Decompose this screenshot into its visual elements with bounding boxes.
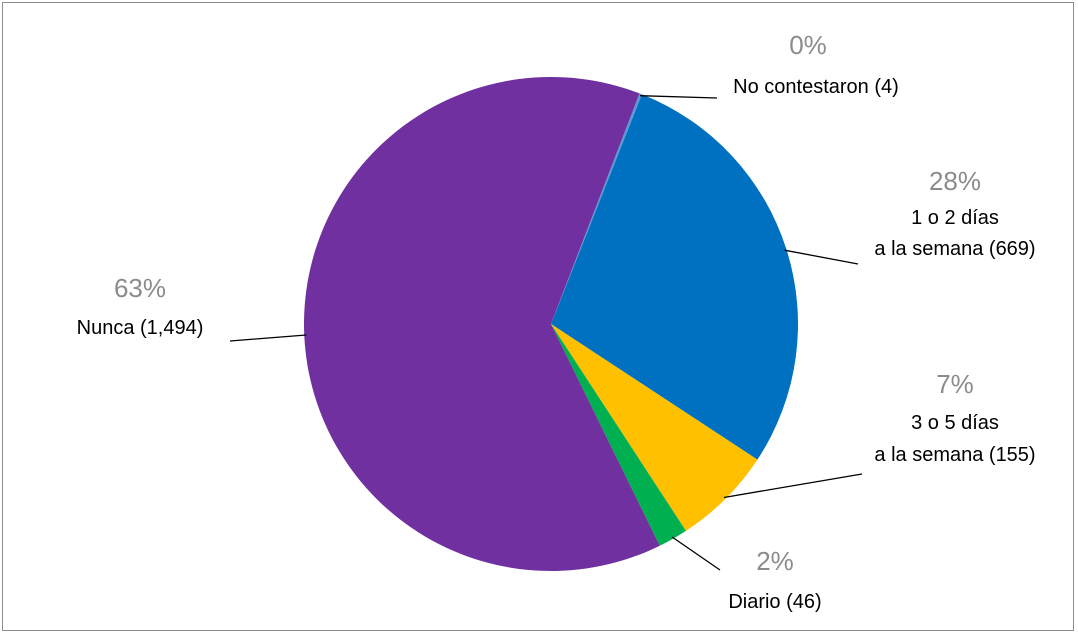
slice-1-label-line-1: 1 o 2 días (911, 207, 999, 229)
slice-0-label: No contestaron (4) (733, 76, 899, 98)
pie-slice-1 (551, 94, 798, 460)
pie-slice-3 (551, 324, 686, 546)
slice-0-pct: 0% (789, 30, 827, 60)
slice-3-label: Diario (46) (728, 591, 821, 613)
leader-line-1 (784, 249, 859, 265)
pie-slice-4 (303, 77, 660, 572)
slice-4-label: Nunca (1,494) (77, 317, 204, 339)
slice-2-label-line-1: 3 o 5 días (911, 412, 999, 434)
leader-line-4 (229, 334, 307, 342)
slice-4-pct: 63% (114, 273, 166, 303)
slice-2-pct: 7% (936, 369, 974, 399)
leader-line-2 (723, 473, 863, 499)
pie-slice-0 (551, 93, 642, 324)
leader-lines (229, 95, 863, 571)
slice-1-pct: 28% (929, 166, 981, 196)
leader-line-3 (671, 536, 721, 571)
leader-line-0 (639, 95, 718, 99)
slice-2-label-line-2: a la semana (155) (874, 444, 1035, 466)
pie-slices (303, 77, 798, 572)
slice-3-pct: 2% (756, 546, 794, 576)
slice-1-label-line-2: a la semana (669) (874, 238, 1035, 260)
pie-slice-2 (551, 324, 758, 531)
